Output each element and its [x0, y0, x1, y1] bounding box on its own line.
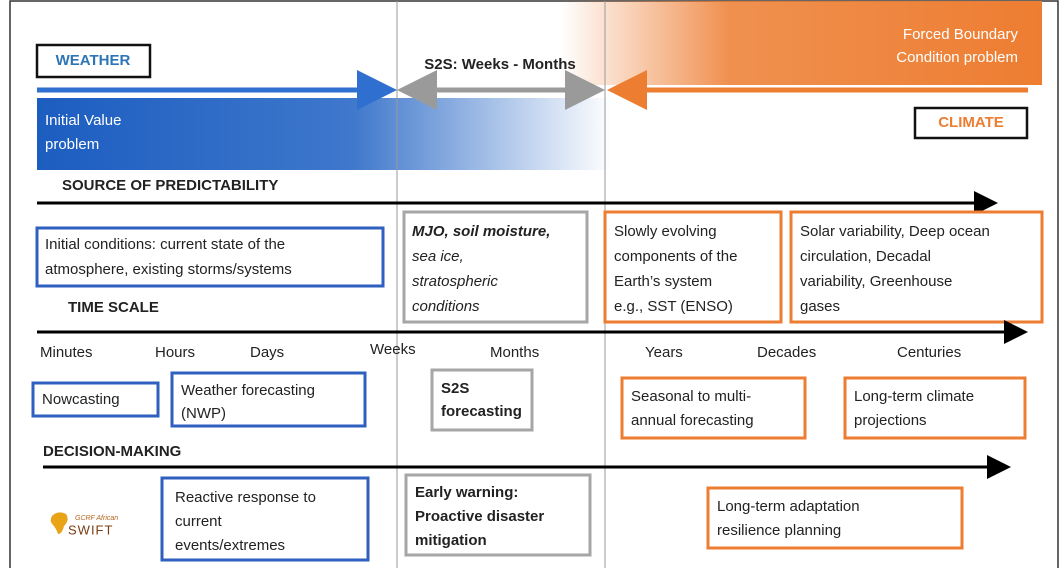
- initial-value-label: problem: [45, 136, 99, 153]
- section-title: TIME SCALE: [68, 299, 159, 316]
- box-text: atmosphere, existing storms/systems: [45, 261, 292, 278]
- blue-box: [170, 371, 367, 428]
- logo: GCRF African SWIFT: [50, 512, 118, 537]
- time-label: Days: [250, 344, 284, 361]
- box-text: sea ice,: [412, 248, 464, 265]
- logo-africa: [50, 512, 68, 534]
- time-labels: Minutes Hours Days Weeks Months Years Decades C…: [40, 341, 961, 361]
- box-text: Proactive disaster: [415, 508, 544, 525]
- s2s-label: S2S: Weeks - Months: [424, 56, 575, 73]
- forced-label: Condition problem: [896, 49, 1018, 66]
- section-title: SOURCE OF PREDICTABILITY: [62, 177, 278, 194]
- box-text: Slowly evolving: [614, 223, 717, 240]
- box-text: Long-term climate: [854, 388, 974, 405]
- blue-box: [160, 476, 370, 562]
- gray-box: [430, 368, 534, 432]
- box-text: stratospheric: [412, 273, 498, 290]
- climate-label: CLIMATE: [938, 114, 1004, 131]
- box-text: Initial conditions: current state of the: [45, 236, 285, 253]
- box-text: Earth’s system: [614, 273, 712, 290]
- weather-label: WEATHER: [56, 52, 131, 69]
- orange-box: [789, 210, 1044, 324]
- box-text: gases: [800, 298, 840, 315]
- box-text: Reactive response to: [175, 489, 316, 506]
- box-text: projections: [854, 412, 927, 429]
- box-text: Nowcasting: [42, 391, 120, 408]
- box-text: forecasting: [441, 403, 522, 420]
- box-text: S2S: [441, 380, 469, 397]
- box-text: Solar variability, Deep ocean: [800, 223, 990, 240]
- time-label: Weeks: [370, 341, 416, 358]
- box-text: conditions: [412, 298, 480, 315]
- time-label: Decades: [757, 344, 816, 361]
- orange-box: [620, 376, 807, 440]
- box-text: events/extremes: [175, 537, 285, 554]
- climate-box: [913, 106, 1029, 140]
- gray-box: [404, 473, 592, 557]
- logo-org: GCRF African: [75, 515, 118, 522]
- box-text: annual forecasting: [631, 412, 754, 429]
- weather-box: [35, 43, 152, 79]
- orange-box: [603, 210, 783, 324]
- initial-value-label: Initial Value: [45, 112, 121, 129]
- time-label: Months: [490, 344, 539, 361]
- initial-band: [37, 98, 612, 170]
- orange-box: [706, 486, 964, 550]
- time-label: Hours: [155, 344, 195, 361]
- time-label: Centuries: [897, 344, 961, 361]
- box-text: e.g., SST (ENSO): [614, 298, 733, 315]
- box-text: (NWP): [181, 405, 226, 422]
- forced-label: Forced Boundary: [903, 26, 1019, 43]
- gray-box: [402, 210, 589, 324]
- box-text: components of the: [614, 248, 737, 265]
- box-text: Long-term adaptation: [717, 498, 860, 515]
- blue-box: [31, 381, 160, 418]
- box-text: current: [175, 513, 223, 530]
- box-text: mitigation: [415, 532, 487, 549]
- frame: [9, 0, 1059, 568]
- logo-name: SWIFT: [68, 522, 113, 537]
- orange-box: [843, 376, 1027, 440]
- box-text: circulation, Decadal: [800, 248, 931, 265]
- box-text: Weather forecasting: [181, 382, 315, 399]
- box-text: variability, Greenhouse: [800, 273, 952, 290]
- box-text: MJO, soil moisture,: [412, 223, 550, 240]
- section-title: DECISION-MAKING: [43, 443, 181, 460]
- blue-box: [35, 226, 385, 288]
- box-text: Early warning:: [415, 484, 518, 501]
- time-label: Years: [645, 344, 683, 361]
- box-text: Seasonal to multi-: [631, 388, 751, 405]
- time-label: Minutes: [40, 344, 93, 361]
- box-text: resilience planning: [717, 522, 841, 539]
- forced-band: [560, 1, 1042, 85]
